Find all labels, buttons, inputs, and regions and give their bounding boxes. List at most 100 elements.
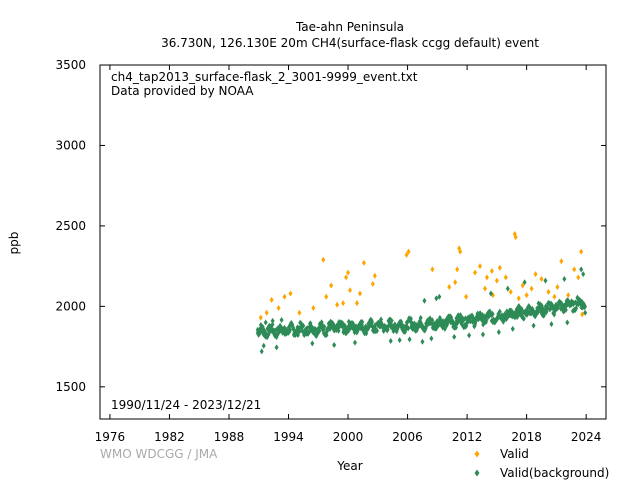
valid-point xyxy=(559,258,564,265)
background-point xyxy=(263,319,268,326)
background-point xyxy=(490,310,495,317)
x-tick-label: 2024 xyxy=(571,430,602,444)
chart-title: Tae-ahn Peninsula xyxy=(295,20,404,34)
background-point xyxy=(322,323,327,330)
valid-point xyxy=(572,266,577,273)
annotation-filename: ch4_tap2013_surface-flask_2_3001-9999_ev… xyxy=(111,70,418,84)
background-point xyxy=(301,322,306,329)
y-tick-label: 3500 xyxy=(55,58,86,72)
valid-point xyxy=(579,248,584,255)
valid-point xyxy=(513,234,518,241)
background-point xyxy=(317,328,322,335)
background-point xyxy=(287,326,292,333)
valid-point xyxy=(344,274,349,281)
background-point xyxy=(374,327,379,334)
background-point xyxy=(543,277,548,284)
valid-point xyxy=(453,279,458,286)
background-point xyxy=(310,340,315,347)
background-point xyxy=(360,319,365,326)
valid-point xyxy=(288,290,293,297)
legend-valid-marker xyxy=(474,450,480,458)
background-point xyxy=(583,309,588,316)
valid-point xyxy=(524,292,529,299)
valid-point xyxy=(264,309,269,316)
background-point xyxy=(389,317,394,324)
valid-point xyxy=(494,277,499,284)
background-point xyxy=(452,333,457,340)
valid-point xyxy=(297,309,302,316)
valid-point xyxy=(341,300,346,307)
date-range-label: 1990/11/24 - 2023/12/21 xyxy=(111,398,261,412)
valid-point xyxy=(516,295,521,302)
background-point xyxy=(496,329,501,336)
x-tick-label: 1994 xyxy=(273,430,304,444)
background-point xyxy=(422,297,427,304)
background-series xyxy=(255,266,588,355)
background-point xyxy=(336,327,341,334)
background-point xyxy=(562,276,567,283)
valid-point xyxy=(482,285,487,292)
x-tick-label: 2018 xyxy=(511,430,542,444)
legend-valid-label: Valid xyxy=(500,447,529,461)
background-point xyxy=(430,317,435,324)
y-tick-label: 1500 xyxy=(55,380,86,394)
valid-point xyxy=(580,311,585,318)
valid-series xyxy=(258,230,585,321)
valid-point xyxy=(497,264,502,271)
valid-point xyxy=(447,284,452,291)
background-point xyxy=(497,308,502,315)
valid-point xyxy=(566,292,571,299)
background-point xyxy=(274,344,279,351)
background-point xyxy=(259,348,264,355)
background-point xyxy=(581,271,586,278)
background-point xyxy=(522,279,527,286)
x-tick-label: 1982 xyxy=(154,430,185,444)
axis-ticks: 1976 1982 1988 1994 2000 2006 2012 2018 2024 1500… xyxy=(55,58,606,444)
valid-point xyxy=(484,274,489,281)
valid-point xyxy=(324,293,329,300)
valid-point xyxy=(311,304,316,311)
valid-point xyxy=(269,296,274,303)
valid-point xyxy=(361,259,366,266)
valid-point xyxy=(539,276,544,283)
valid-point xyxy=(464,293,469,300)
background-point xyxy=(397,337,402,344)
background-point xyxy=(467,332,472,339)
background-point xyxy=(458,312,463,319)
background-point xyxy=(420,338,425,345)
valid-point xyxy=(335,301,340,308)
background-point xyxy=(508,312,513,319)
background-point xyxy=(279,317,284,324)
watermark: WMO WDCGG / JMA xyxy=(100,447,218,461)
valid-point xyxy=(372,272,377,279)
valid-point xyxy=(406,248,411,255)
valid-point xyxy=(555,284,560,291)
valid-point xyxy=(503,274,508,281)
chart-subtitle: 36.730N, 126.130E 20m CH4(surface-flask … xyxy=(161,36,539,50)
legend-background-label: Valid(background) xyxy=(500,466,609,480)
background-point xyxy=(437,293,442,300)
valid-point xyxy=(533,271,538,278)
background-point xyxy=(270,317,275,324)
background-point xyxy=(255,326,260,333)
background-point xyxy=(418,314,423,321)
background-point xyxy=(579,266,584,273)
background-point xyxy=(531,322,536,329)
legend-background-marker xyxy=(474,469,480,477)
valid-point xyxy=(276,304,281,311)
valid-point xyxy=(473,269,478,276)
background-point xyxy=(370,319,375,326)
background-point xyxy=(429,335,434,342)
valid-point xyxy=(477,263,482,270)
valid-point xyxy=(348,287,353,294)
background-point xyxy=(408,315,413,322)
valid-point xyxy=(258,314,263,321)
background-point xyxy=(453,324,458,331)
x-axis-label: Year xyxy=(336,459,362,473)
valid-point xyxy=(346,269,351,276)
background-point xyxy=(563,307,568,314)
background-point xyxy=(480,331,485,338)
x-tick-label: 1976 xyxy=(95,430,126,444)
valid-point xyxy=(529,285,534,292)
valid-point xyxy=(430,266,435,273)
